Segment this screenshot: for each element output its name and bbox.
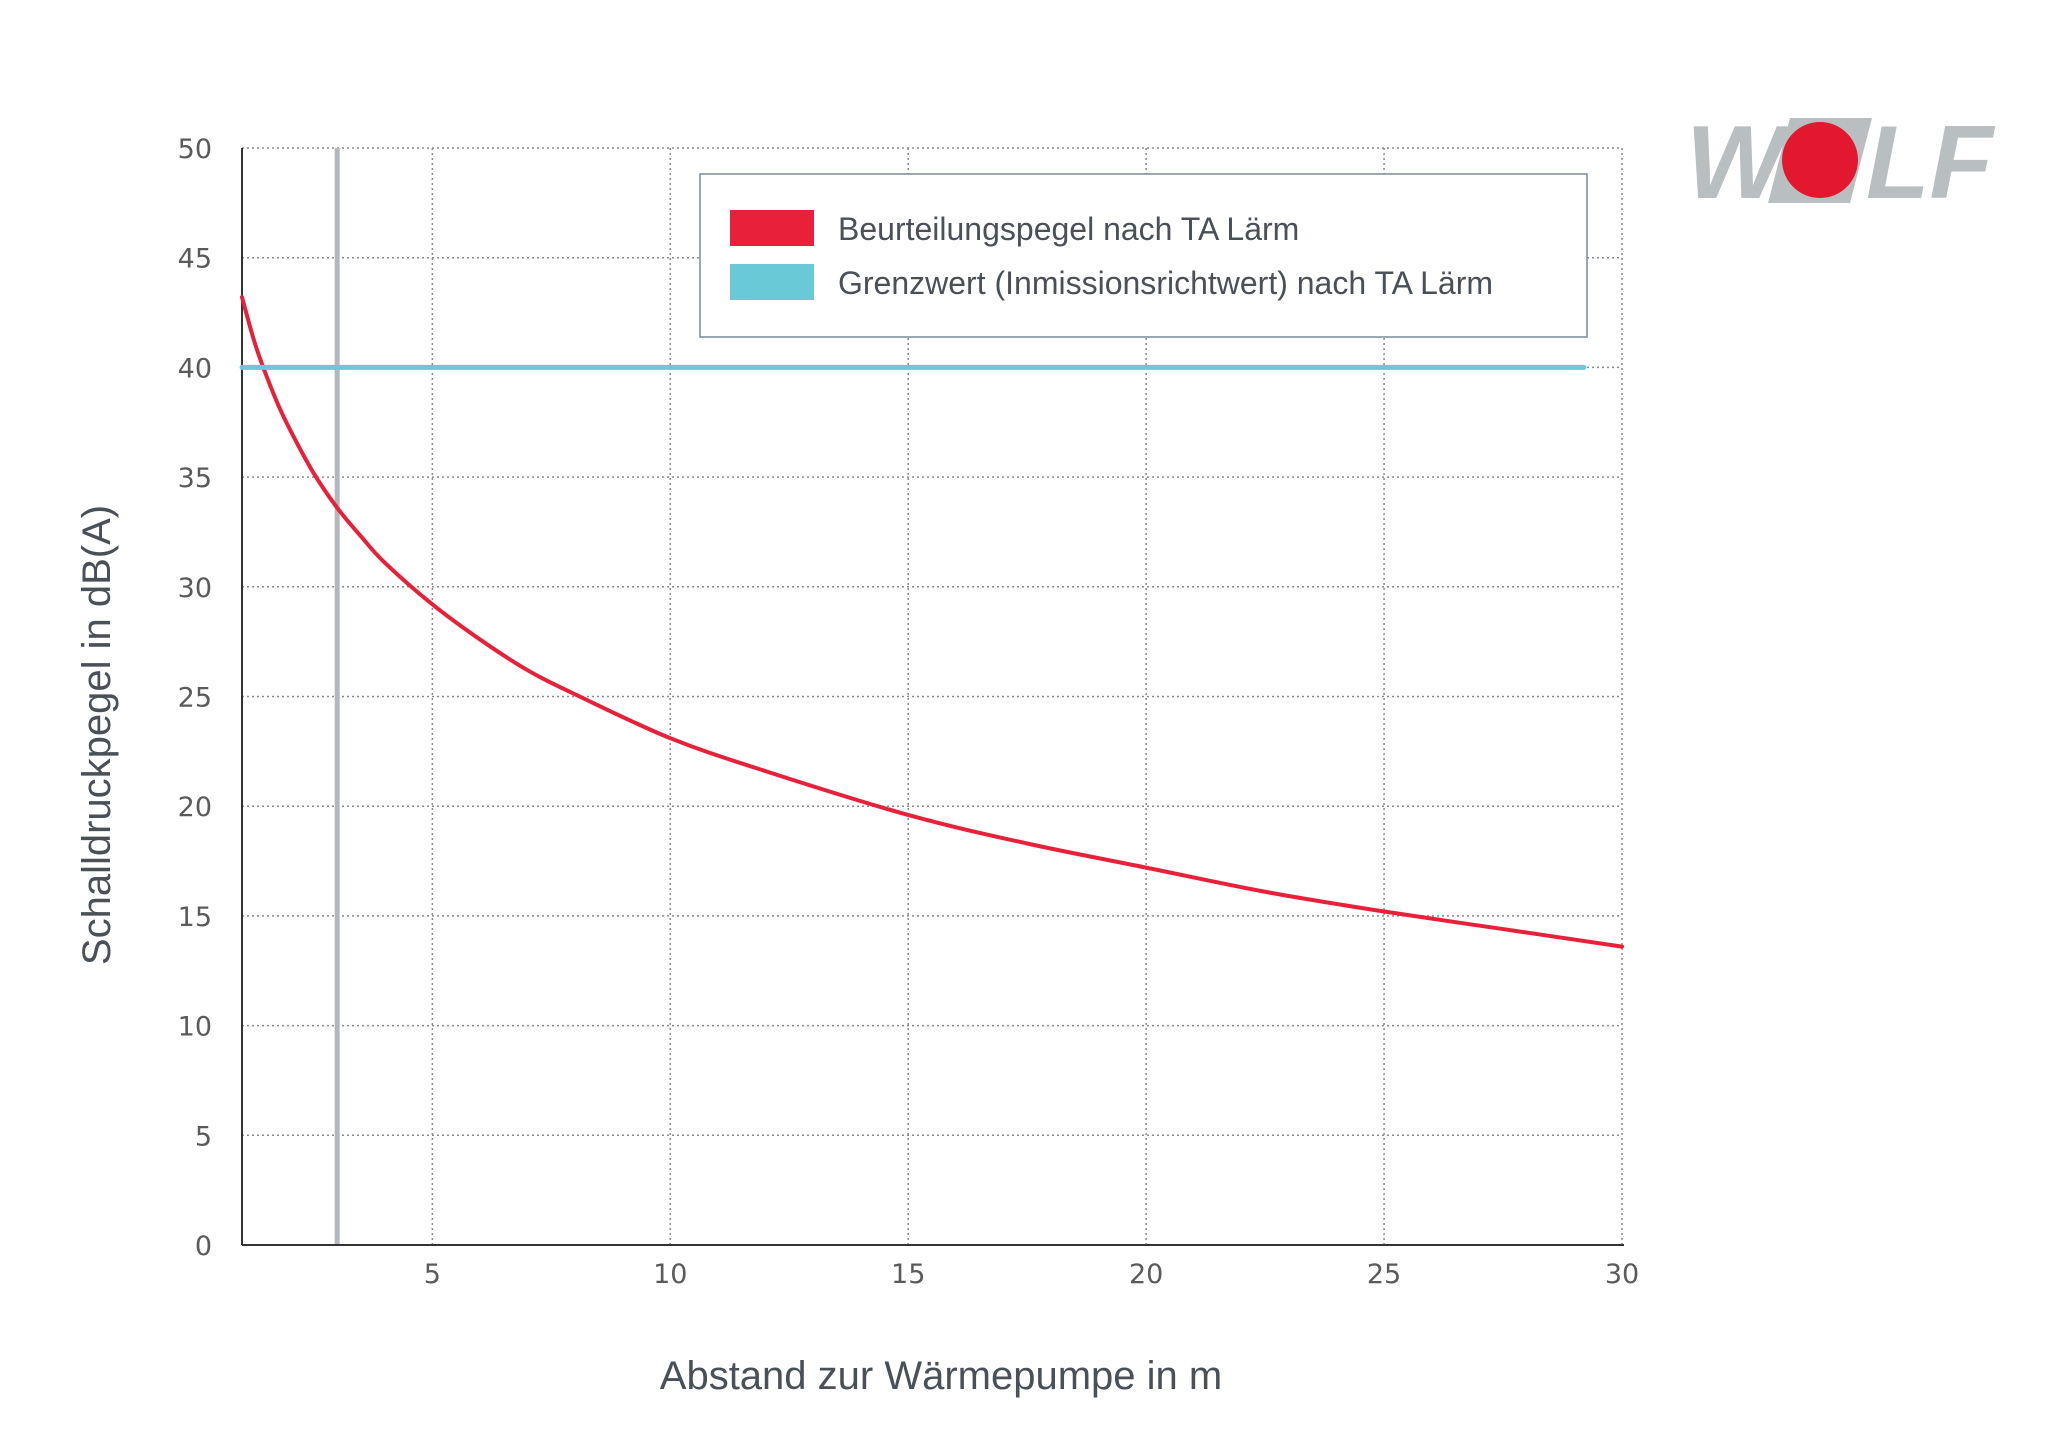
x-tick-label-20: 20 <box>1129 1259 1163 1290</box>
wolf-logo-w: W <box>1686 105 1792 221</box>
x-tick-label-15: 15 <box>891 1259 925 1290</box>
y-tick-label-35: 35 <box>178 463 212 494</box>
x-tick-label-30: 30 <box>1605 1259 1639 1290</box>
axes <box>241 148 1624 1246</box>
legend-box <box>699 173 1588 338</box>
wolf-logo-dot <box>1782 122 1858 198</box>
wolf-logo-lf: LF <box>1866 105 1996 221</box>
x-tick-label-25: 25 <box>1367 1259 1401 1290</box>
wolf-logo: W LF <box>1686 105 1996 221</box>
series-group <box>239 295 1624 949</box>
y-axis-title: Schalldruckpegel in dB(A) <box>75 505 119 965</box>
legend-swatch-grenzwert <box>730 264 814 300</box>
x-tick-label-10: 10 <box>653 1259 687 1290</box>
legend: Beurteilungspegel nach TA Lärm Grenzwert… <box>699 173 1588 338</box>
y-tick-label-30: 30 <box>178 573 212 604</box>
series-line-beurteilungspegel <box>240 295 1624 949</box>
legend-label-grenzwert: Grenzwert (Inmissionsrichtwert) nach TA … <box>838 265 1493 301</box>
legend-label-beurteilungspegel: Beurteilungspegel nach TA Lärm <box>838 211 1299 247</box>
y-tick-label-25: 25 <box>178 683 212 714</box>
y-tick-label-45: 45 <box>178 244 212 275</box>
y-tick-label-15: 15 <box>178 902 212 933</box>
y-tick-labels: 0 5 10 15 20 25 30 35 40 45 50 <box>178 134 212 1262</box>
x-tick-labels: 5 10 15 20 25 30 <box>424 1259 1639 1290</box>
y-tick-label-50: 50 <box>178 134 212 165</box>
legend-swatch-beurteilungspegel <box>730 210 814 246</box>
y-tick-label-20: 20 <box>178 792 212 823</box>
x-tick-label-5: 5 <box>424 1259 441 1290</box>
y-tick-label-40: 40 <box>178 353 212 384</box>
y-tick-label-5: 5 <box>195 1121 212 1152</box>
y-tick-label-0: 0 <box>195 1231 212 1262</box>
y-tick-label-10: 10 <box>178 1012 212 1043</box>
x-axis-title: Abstand zur Wärmepumpe in m <box>660 1354 1222 1398</box>
